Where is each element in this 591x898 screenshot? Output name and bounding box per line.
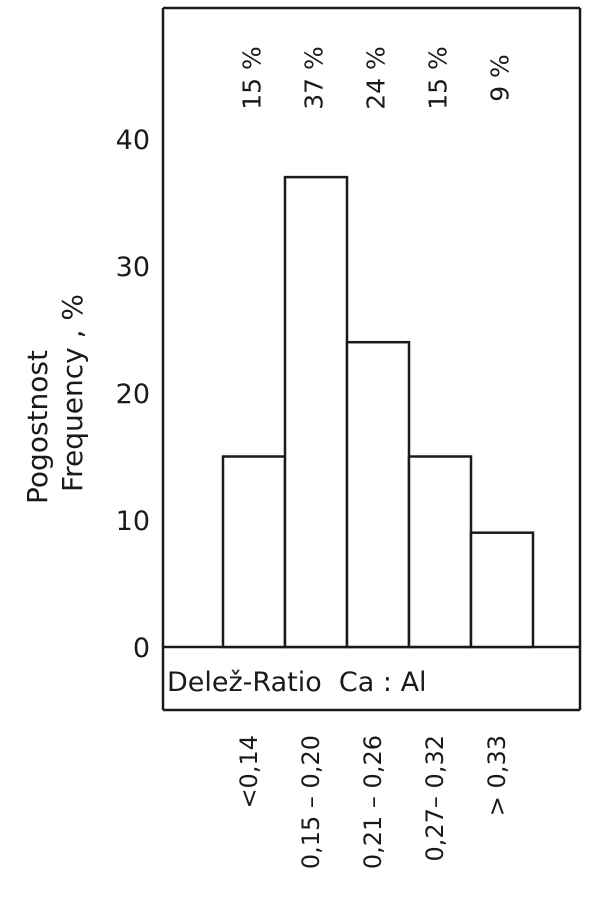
bar-percent-label: 9 %: [486, 54, 515, 102]
bar: [407, 455, 473, 649]
y-axis-title-line-1: Pogostnost: [21, 350, 54, 504]
bar-percent-label: 15 %: [238, 46, 267, 110]
y-axis-title-line-2: Frequency , %: [56, 294, 89, 492]
bar-percent-label: 37 %: [300, 46, 329, 110]
bar-percent-label: 24 %: [362, 46, 391, 110]
category-label: > 0,33: [483, 735, 511, 816]
category-label: 0,15 – 0,20: [297, 735, 325, 869]
bar: [221, 455, 287, 649]
y-tick-label: 0: [133, 633, 150, 664]
bar: [469, 531, 535, 649]
y-tick-label: 20: [116, 379, 150, 410]
bar: [345, 340, 411, 649]
category-label: <0,14: [235, 735, 263, 809]
bar-percent-label: 15 %: [424, 46, 453, 110]
x-axis-title: Delež-Ratio Ca : Al: [167, 667, 427, 698]
y-tick-label: 30: [116, 252, 150, 283]
y-tick-label: 10: [116, 506, 150, 537]
category-label: 0,21 – 0,26: [359, 735, 387, 869]
category-label: 0,27– 0,32: [421, 735, 449, 862]
bar: [283, 175, 349, 649]
y-tick-label: 40: [116, 125, 150, 156]
